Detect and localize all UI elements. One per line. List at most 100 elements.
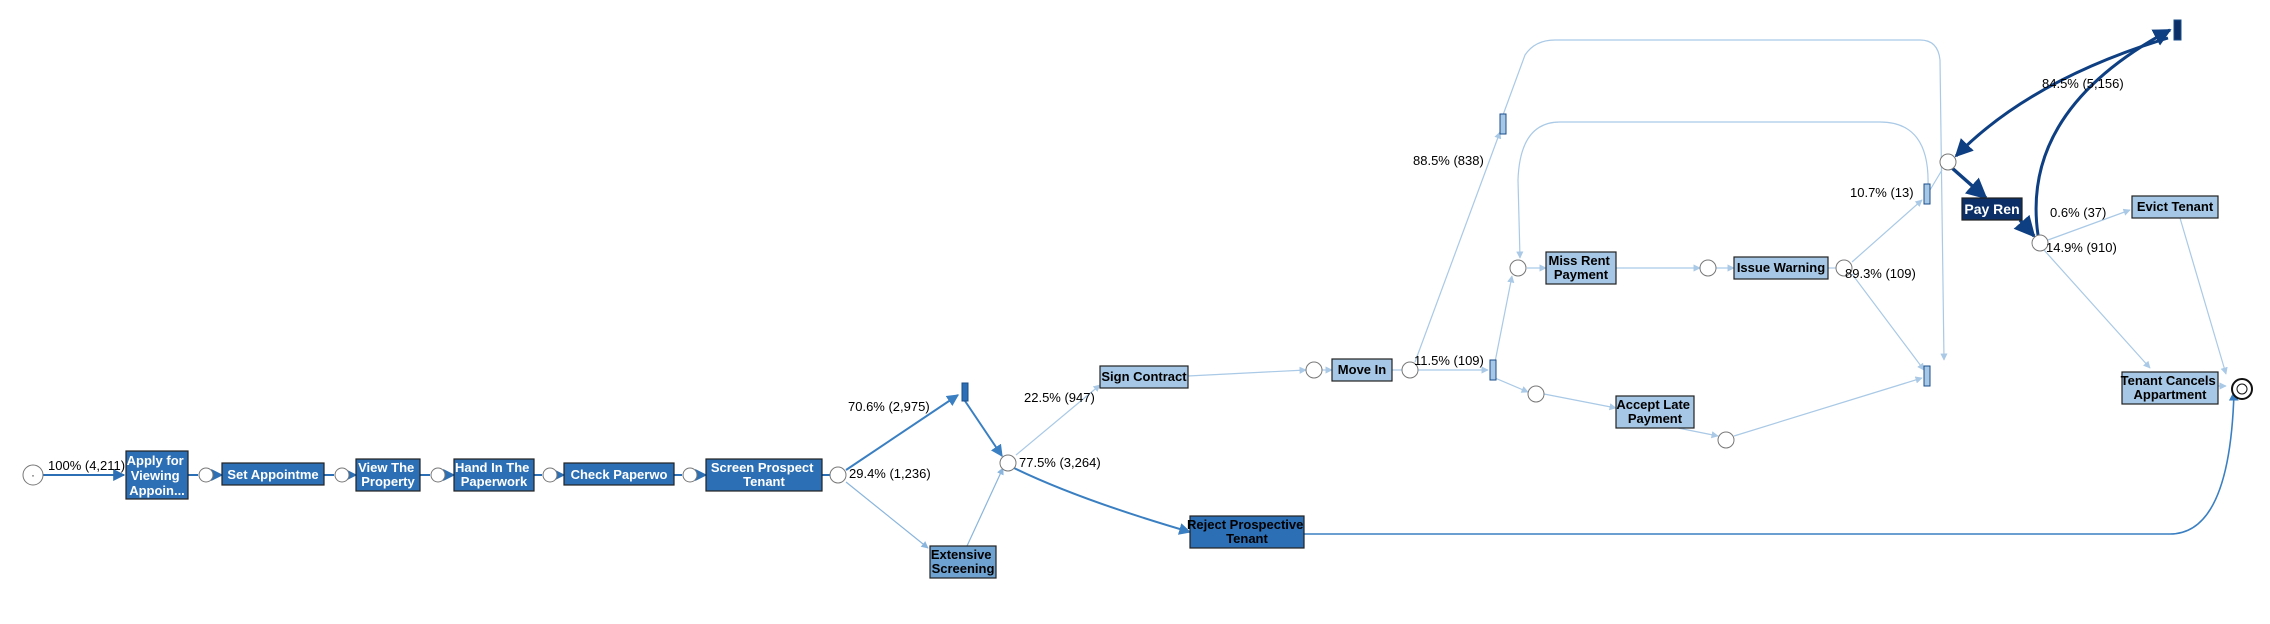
edge-warning-lower [1851, 273, 1925, 371]
gateway-pay-in [1939, 153, 1957, 171]
activity-evict-box[interactable] [2131, 195, 2219, 219]
gateway-sign-move [1305, 361, 1323, 379]
activity-miss-rent: Miss Rent Payment [1548, 253, 1613, 282]
edge-screen-upper [845, 394, 959, 471]
set-line-1: Set Appointme [227, 467, 318, 482]
end-event-inner [2236, 383, 2248, 395]
screen-line-1: Screen Prospect [711, 460, 814, 475]
bar-warning-upper [1923, 183, 1931, 205]
apply-line-3: Appoin... [129, 483, 185, 498]
gateway-1 [198, 467, 214, 483]
sign-line-1: Sign Contract [1101, 369, 1187, 384]
apply-line-1: Apply for [127, 453, 184, 468]
edge-paygw-pay [1950, 166, 1988, 200]
activity-view-property: View The Property [358, 460, 418, 489]
label-warning-lower: 89.3% (109) [1845, 266, 1916, 281]
bar-move-lower [1489, 359, 1497, 381]
gateway-warning-split [1835, 259, 1853, 277]
edge-accept-gw [1677, 427, 1719, 439]
edge-reject-cancel [1304, 391, 2239, 535]
cancel-line-1: Tenant Cancels [2121, 373, 2216, 388]
extensive-line-2: Screening [932, 561, 995, 576]
label-to-reject: 77.5% (3,264) [1019, 455, 1101, 470]
view-line-1: View The [358, 460, 414, 475]
edge-labels: 100% (4,211) 70.6% (2,975) 29.4% (1,236)… [48, 76, 2124, 481]
edge-merge-reject [1013, 467, 1192, 535]
gateway-screen-split [829, 466, 847, 484]
edge-extensive-merge [966, 467, 1004, 547]
start-event[interactable] [22, 464, 44, 486]
edge-pay-gw [2013, 214, 2036, 238]
gateway-miss-out [1699, 259, 1717, 277]
activity-hand-box[interactable] [453, 458, 535, 492]
activity-check-box[interactable] [563, 462, 675, 486]
activities: Apply for Viewing Appoin... Set Appointm… [125, 195, 2219, 579]
activity-miss-box[interactable] [1545, 251, 1617, 285]
edge-merge-sign [1015, 384, 1101, 456]
start-glyph: · [31, 468, 35, 482]
activity-set-box[interactable] [221, 462, 325, 486]
activity-sign-contract: Sign Contract [1101, 369, 1187, 384]
activity-cancel-box[interactable] [2121, 371, 2219, 405]
edge-gw-evict [2047, 208, 2131, 241]
reject-line-2: Tenant [1226, 531, 1268, 546]
edge-gw-back [1733, 376, 1923, 437]
activity-accept-late: Accept Late Payment [1616, 397, 1693, 426]
activity-issue-warning: Issue Warning [1737, 260, 1825, 275]
label-start: 100% (4,211) [48, 458, 125, 473]
gateway-4 [542, 467, 558, 483]
activity-view-box[interactable] [355, 458, 421, 492]
label-screen-upper: 70.6% (2,975) [848, 399, 930, 414]
accept-line-1: Accept Late [1616, 397, 1690, 412]
activity-hand-in: Hand In The Paperwork [455, 460, 533, 489]
warning-line-1: Issue Warning [1737, 260, 1825, 275]
miss-line-1: Miss Rent [1548, 253, 1610, 268]
gateway-move-split [1401, 361, 1419, 379]
activity-screen-box[interactable] [705, 458, 823, 492]
activity-screen: Screen Prospect Tenant [711, 460, 817, 489]
gateway-5 [682, 467, 698, 483]
split-bars [961, 19, 2182, 402]
edge-lower-accept [1494, 377, 1529, 393]
label-pay-loop: 84.5% (5,156) [2042, 76, 2124, 91]
hand-line-1: Hand In The [455, 460, 529, 475]
edge-upper-back-miss [1516, 121, 1929, 259]
edge-gw-accept [1543, 393, 1617, 411]
bar-screen-upper [961, 382, 969, 402]
activity-apply-box[interactable] [125, 450, 189, 500]
activity-warning-box[interactable] [1733, 256, 1829, 280]
move-line-1: Move In [1338, 362, 1386, 377]
label-to-cancel: 14.9% (910) [2046, 240, 2117, 255]
activity-extensive-box[interactable] [929, 545, 997, 579]
edge-gw-cancel [2043, 249, 2151, 369]
gateway-screen-merge [999, 454, 1017, 472]
activity-sign-box[interactable] [1099, 365, 1189, 389]
edges [42, 28, 2239, 549]
gateway-accept-in [1527, 385, 1545, 403]
edge-upper-loop [1502, 39, 1948, 361]
apply-line-2: Viewing [131, 468, 180, 483]
label-move-lower: 11.5% (109) [1414, 353, 1484, 368]
view-line-2: Property [361, 474, 415, 489]
edge-loopbar-paygw [1954, 36, 2169, 158]
screen-line-2: Tenant [743, 474, 785, 489]
accept-line-2: Payment [1628, 411, 1683, 426]
edge-gw-loopbar [2034, 28, 2172, 236]
edge-screen-extensive [845, 481, 929, 549]
label-to-evict: 0.6% (37) [2050, 205, 2106, 220]
hand-line-2: Paperwork [461, 474, 528, 489]
edge-warning-upper [1851, 199, 1923, 263]
miss-line-2: Payment [1554, 267, 1609, 282]
pay-line-1: Pay Ren [1964, 201, 2019, 217]
activity-accept-box[interactable] [1615, 395, 1695, 429]
edge-upper-merge [962, 397, 1003, 457]
bar-warning-lower [1923, 365, 1931, 387]
activity-evict: Evict Tenant [2137, 199, 2214, 214]
activity-pay-box[interactable] [1961, 197, 2023, 221]
edge-sign-gateway [1187, 366, 1307, 377]
activity-reject-box[interactable] [1189, 515, 1305, 549]
evict-line-1: Evict Tenant [2137, 199, 2214, 214]
activity-move-box[interactable] [1331, 358, 1393, 382]
activity-reject: Reject Prospective Tenant [1187, 517, 1307, 546]
